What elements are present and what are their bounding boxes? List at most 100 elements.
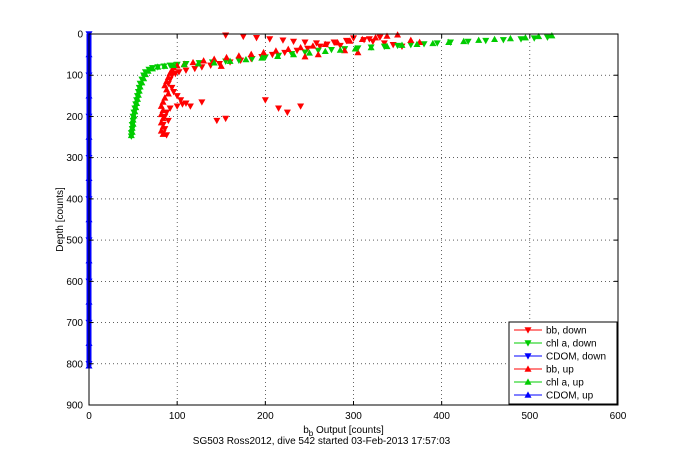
data-point	[290, 38, 298, 46]
data-point	[166, 105, 174, 112]
data-point	[342, 37, 350, 45]
legend-marker	[524, 391, 532, 398]
data-point	[309, 42, 317, 49]
data-point	[242, 55, 250, 63]
data-point	[258, 54, 266, 61]
legend-label: bb, down	[546, 326, 587, 337]
y-tick-label: 200	[66, 112, 83, 123]
data-point	[154, 63, 162, 70]
legend-item: CDOM, down	[514, 352, 606, 363]
x-tick-label: 600	[610, 411, 627, 422]
series-chl-a-up	[127, 32, 556, 139]
legend-marker	[524, 353, 532, 360]
data-point	[173, 103, 181, 110]
data-point	[413, 40, 421, 48]
x-tick-label: 300	[345, 411, 362, 422]
data-point	[266, 36, 274, 43]
x-axis-label-subscript: b	[309, 429, 314, 438]
data-point	[398, 41, 406, 48]
data-point	[297, 43, 305, 51]
data-point	[235, 52, 243, 59]
data-point	[210, 59, 218, 66]
data-point	[127, 131, 135, 139]
data-point	[260, 48, 268, 56]
data-point	[170, 61, 178, 69]
data-point	[200, 57, 208, 64]
data-point	[170, 89, 178, 96]
y-tick-label: 100	[66, 71, 83, 82]
data-point	[305, 49, 313, 56]
data-point	[334, 39, 342, 46]
x-axis-label-main: b	[303, 425, 309, 436]
data-point	[548, 32, 556, 39]
data-point	[301, 53, 309, 60]
data-point	[194, 60, 202, 67]
y-tick-label: 0	[77, 30, 83, 41]
data-point	[261, 97, 269, 104]
data-point	[144, 67, 152, 74]
data-point	[376, 34, 384, 41]
data-point	[297, 103, 305, 110]
data-point	[164, 90, 172, 97]
y-axis-label: Depth [counts]	[55, 187, 66, 252]
data-point	[521, 34, 529, 41]
data-point	[499, 37, 507, 44]
data-point	[365, 36, 373, 43]
x-tick-label: 100	[169, 411, 186, 422]
data-point	[247, 50, 255, 57]
legend-label: bb, up	[546, 365, 574, 376]
data-point	[372, 34, 380, 41]
data-point	[394, 42, 402, 50]
data-point	[182, 67, 190, 74]
data-point	[517, 36, 525, 43]
x-axis-label-rest: Output [counts]	[313, 425, 384, 436]
data-point	[475, 36, 483, 43]
x-axis-label: bb Output [counts]	[303, 425, 384, 438]
x-tick-label: 500	[521, 411, 538, 422]
y-tick-label: 400	[66, 194, 83, 205]
series-bb-up	[157, 31, 424, 137]
data-point	[304, 45, 312, 53]
data-point	[217, 62, 225, 69]
data-point	[168, 84, 176, 92]
y-tick-label: 800	[66, 359, 83, 370]
data-point	[173, 93, 181, 100]
data-point	[482, 37, 490, 45]
data-point	[445, 38, 453, 45]
data-point	[316, 43, 324, 50]
x-tick-label: 0	[86, 411, 92, 422]
data-point	[253, 35, 261, 42]
data-point	[186, 103, 194, 110]
data-point	[535, 32, 543, 40]
data-point	[394, 31, 402, 38]
data-point	[312, 40, 320, 47]
data-point	[301, 39, 309, 46]
axis-ticks: 0 100 200 300 400 500 600 0 100 200 300 400 500 600 70…	[66, 30, 626, 423]
y-tick-label: 500	[66, 236, 83, 247]
data-point	[327, 46, 335, 54]
data-point	[321, 47, 329, 55]
data-point	[330, 39, 338, 46]
y-tick-label: 600	[66, 277, 83, 288]
data-point	[272, 47, 280, 54]
data-point	[159, 130, 167, 137]
chart-caption: SG503 Ross2012, dive 542 started 03-Feb-…	[193, 436, 451, 447]
data-point	[433, 40, 441, 47]
data-point	[164, 117, 172, 125]
data-point	[506, 34, 514, 42]
legend-box	[508, 321, 618, 405]
data-point	[383, 42, 391, 50]
data-point	[274, 52, 282, 59]
data-point	[213, 117, 221, 125]
y-tick-label: 700	[66, 318, 83, 329]
legend-item: chl a, up	[514, 378, 584, 389]
legend-label: CDOM, down	[546, 352, 606, 363]
data-point	[189, 58, 197, 66]
legend-marker	[524, 340, 532, 347]
data-point	[275, 105, 283, 112]
data-point	[354, 48, 362, 56]
legend-label: chl a, down	[546, 339, 597, 350]
legend-marker	[524, 327, 532, 334]
data-point	[301, 49, 309, 56]
